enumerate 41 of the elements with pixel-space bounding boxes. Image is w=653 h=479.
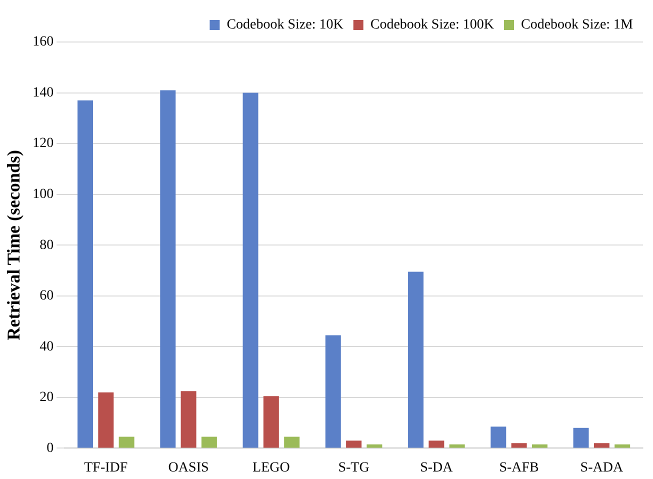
x-tick-label: OASIS: [168, 460, 209, 476]
bar: [78, 100, 94, 448]
bar: [408, 272, 424, 448]
bar: [490, 426, 506, 448]
x-tick-label: S-AFB: [499, 460, 539, 476]
bar: [201, 436, 217, 448]
y-tick-label: 140: [32, 85, 54, 100]
x-tick-label: S-TG: [338, 460, 370, 476]
y-tick-label: 0: [46, 440, 54, 456]
legend-label: Codebook Size: 1M: [521, 18, 634, 33]
bar: [284, 436, 300, 448]
bar: [594, 443, 610, 448]
bar: [346, 440, 362, 448]
bar: [180, 391, 196, 448]
bar: [160, 90, 176, 448]
bar: [614, 444, 630, 448]
bar: [263, 396, 279, 448]
y-tick-label: 40: [40, 339, 54, 354]
bar: [118, 436, 134, 448]
bar: [428, 440, 444, 448]
y-tick-label: 160: [32, 34, 54, 50]
bar: [325, 335, 341, 448]
x-tick-label: S-DA: [420, 460, 454, 476]
y-tick-label: 120: [32, 136, 54, 152]
x-tick-label: LEGO: [252, 460, 290, 476]
y-tick-label: 60: [40, 288, 54, 304]
bar: [532, 444, 548, 448]
legend-label: Codebook Size: 100K: [370, 18, 494, 33]
bar: [573, 428, 589, 448]
legend-label: Codebook Size: 10K: [226, 18, 344, 33]
y-tick-label: 20: [40, 390, 54, 406]
x-tick-label: TF-IDF: [84, 460, 128, 476]
bar: [366, 444, 382, 448]
x-tick-label: S-ADA: [580, 460, 624, 476]
bar: [242, 92, 258, 448]
y-axis-title: Retrieval Time (seconds): [3, 150, 24, 340]
bar: [449, 444, 465, 448]
y-tick-label: 100: [32, 186, 54, 202]
y-tick-label: 80: [40, 238, 54, 253]
bar: [511, 443, 527, 448]
bar: [98, 392, 114, 448]
